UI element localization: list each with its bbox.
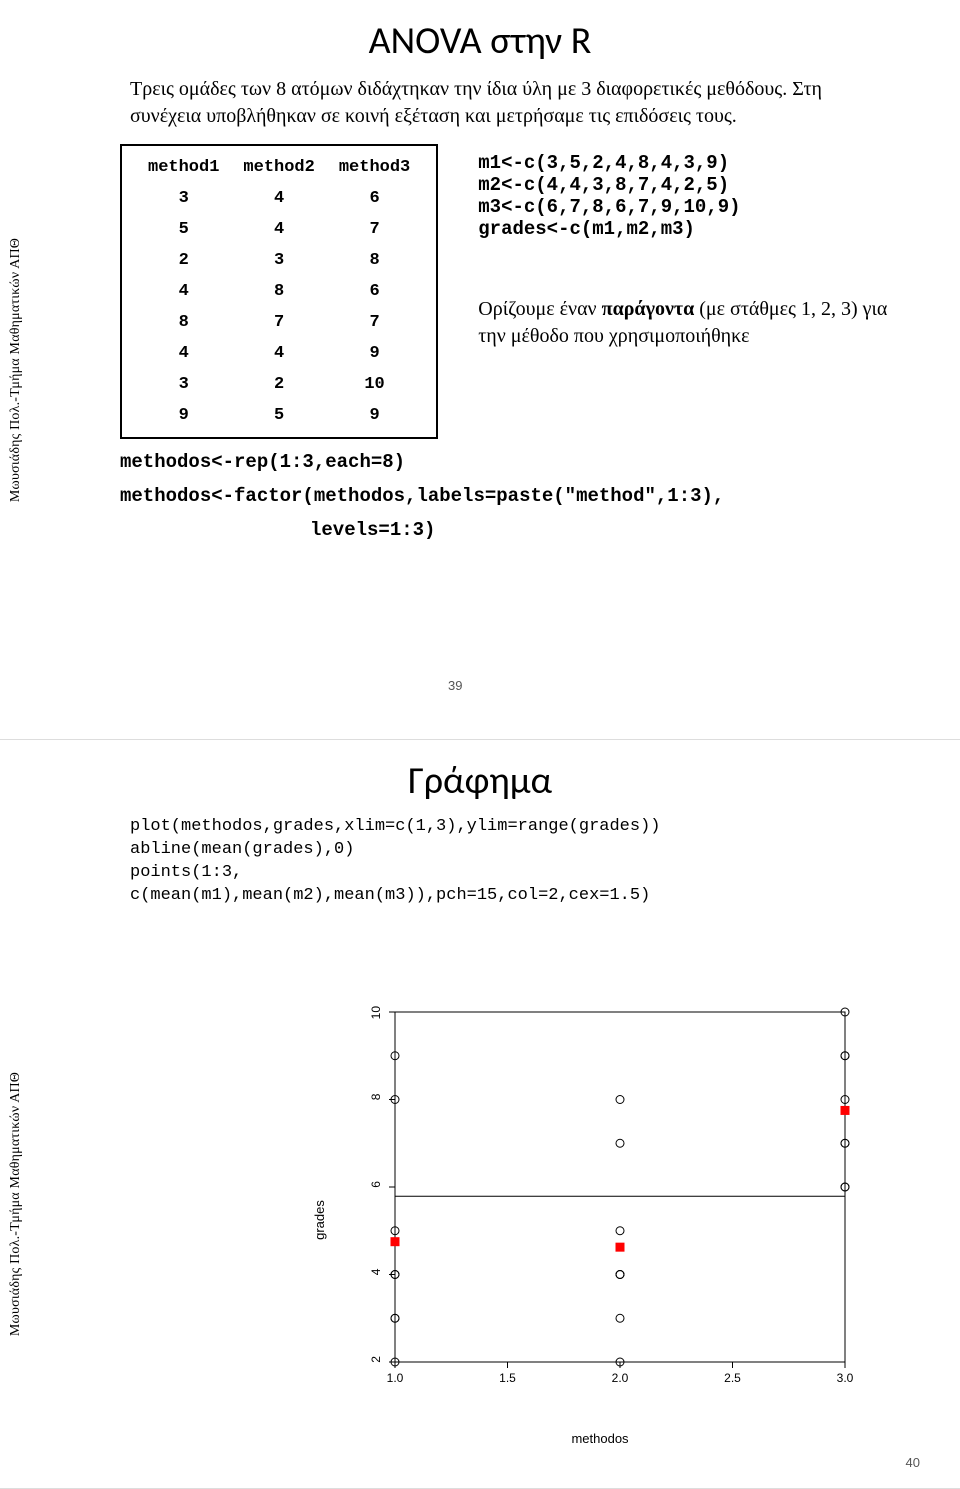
svg-text:2.0: 2.0 bbox=[612, 1371, 629, 1385]
data-table-box: method1method2method3 346547238486877449… bbox=[120, 144, 438, 439]
svg-text:2.5: 2.5 bbox=[724, 1371, 741, 1385]
table-header: method2 bbox=[231, 152, 326, 183]
table-row: 486 bbox=[136, 276, 422, 307]
table-cell: 8 bbox=[231, 276, 326, 307]
code-line: points(1:3, bbox=[130, 862, 960, 885]
table-cell: 4 bbox=[136, 276, 231, 307]
code-line: grades<-c(m1,m2,m3) bbox=[478, 218, 900, 240]
svg-text:2: 2 bbox=[369, 1356, 383, 1363]
table-cell: 3 bbox=[231, 245, 326, 276]
table-cell: 4 bbox=[231, 214, 326, 245]
note-pre: Ορίζουμε έναν bbox=[478, 298, 601, 320]
svg-text:10: 10 bbox=[369, 1006, 383, 1020]
code-methodos-factor: methodos<-factor(methodos,labels=paste("… bbox=[0, 485, 960, 507]
svg-text:3.0: 3.0 bbox=[837, 1371, 854, 1385]
table-cell: 9 bbox=[327, 400, 422, 431]
code-methodos-rep: methodos<-rep(1:3,each=8) bbox=[0, 451, 960, 473]
table-cell: 4 bbox=[231, 338, 326, 369]
data-table: method1method2method3 346547238486877449… bbox=[136, 152, 422, 431]
table-row: 877 bbox=[136, 307, 422, 338]
table-cell: 7 bbox=[327, 214, 422, 245]
table-cell: 10 bbox=[327, 369, 422, 400]
code-line: m3<-c(6,7,8,6,7,9,10,9) bbox=[478, 196, 900, 218]
table-cell: 9 bbox=[327, 338, 422, 369]
table-cell: 6 bbox=[327, 276, 422, 307]
table-cell: 9 bbox=[136, 400, 231, 431]
chart-xlabel: methodos bbox=[571, 1431, 628, 1446]
svg-text:8: 8 bbox=[369, 1093, 383, 1100]
table-cell: 7 bbox=[231, 307, 326, 338]
page-number-39: 39 bbox=[448, 678, 462, 693]
code-levels: levels=1:3) bbox=[0, 519, 960, 541]
table-cell: 2 bbox=[231, 369, 326, 400]
slide-anova: Μωυσιάδης Πολ.-Τμήμα Μαθηματικών ΑΠΘ ANO… bbox=[0, 0, 960, 740]
code-line: plot(methodos,grades,xlim=c(1,3),ylim=ra… bbox=[130, 816, 960, 839]
slide2-code: plot(methodos,grades,xlim=c(1,3),ylim=ra… bbox=[0, 816, 960, 908]
table-cell: 2 bbox=[136, 245, 231, 276]
table-header: method3 bbox=[327, 152, 422, 183]
page-number-40: 40 bbox=[906, 1455, 920, 1470]
vertical-author-label: Μωυσιάδης Πολ.-Τμήμα Μαθηματικών ΑΠΘ bbox=[8, 237, 24, 501]
table-cell: 4 bbox=[231, 183, 326, 214]
code-line: abline(mean(grades),0) bbox=[130, 839, 960, 862]
chart-ylabel: grades bbox=[312, 1200, 327, 1240]
table-cell: 8 bbox=[327, 245, 422, 276]
table-row: 238 bbox=[136, 245, 422, 276]
note-bold: παράγοντα bbox=[602, 298, 695, 320]
slide-chart: Μωυσιάδης Πολ.-Τμήμα Μαθηματικών ΑΠΘ Γρά… bbox=[0, 740, 960, 1489]
code-line: c(mean(m1),mean(m2),mean(m3)),pch=15,col… bbox=[130, 885, 960, 908]
chart-svg: 2 4 6 8 10 1.0 1.5 2.0 2.5 3.0 bbox=[340, 1000, 860, 1410]
slide1-title: ANOVA στην R bbox=[0, 0, 960, 76]
svg-text:1.5: 1.5 bbox=[499, 1371, 516, 1385]
table-cell: 8 bbox=[136, 307, 231, 338]
table-cell: 7 bbox=[327, 307, 422, 338]
slide2-title: Γράφημα bbox=[0, 740, 960, 816]
slide1-intro: Τρεις ομάδες των 8 ατόμων διδάχτηκαν την… bbox=[0, 76, 960, 130]
right-code-column: m1<-c(3,5,2,4,8,4,3,9)m2<-c(4,4,3,8,7,4,… bbox=[478, 144, 960, 439]
svg-text:1.0: 1.0 bbox=[387, 1371, 404, 1385]
table-cell: 3 bbox=[136, 183, 231, 214]
table-header: method1 bbox=[136, 152, 231, 183]
table-cell: 5 bbox=[231, 400, 326, 431]
table-row: 3210 bbox=[136, 369, 422, 400]
factor-note: Ορίζουμε έναν παράγοντα (με στάθμες 1, 2… bbox=[478, 296, 900, 350]
table-row: 449 bbox=[136, 338, 422, 369]
table-row: 346 bbox=[136, 183, 422, 214]
code-line: m2<-c(4,4,3,8,7,4,2,5) bbox=[478, 174, 900, 196]
table-row: 959 bbox=[136, 400, 422, 431]
vertical-author-label-2: Μωυσιάδης Πολ.-Τμήμα Μαθηματικών ΑΠΘ bbox=[8, 1072, 24, 1336]
svg-text:6: 6 bbox=[369, 1181, 383, 1188]
table-cell: 4 bbox=[136, 338, 231, 369]
svg-text:4: 4 bbox=[369, 1268, 383, 1275]
table-cell: 6 bbox=[327, 183, 422, 214]
table-cell: 3 bbox=[136, 369, 231, 400]
scatter-chart: grades 2468101.01.52.02.53.0 methodos bbox=[340, 1000, 860, 1440]
table-cell: 5 bbox=[136, 214, 231, 245]
table-row: 547 bbox=[136, 214, 422, 245]
code-line: m1<-c(3,5,2,4,8,4,3,9) bbox=[478, 152, 900, 174]
